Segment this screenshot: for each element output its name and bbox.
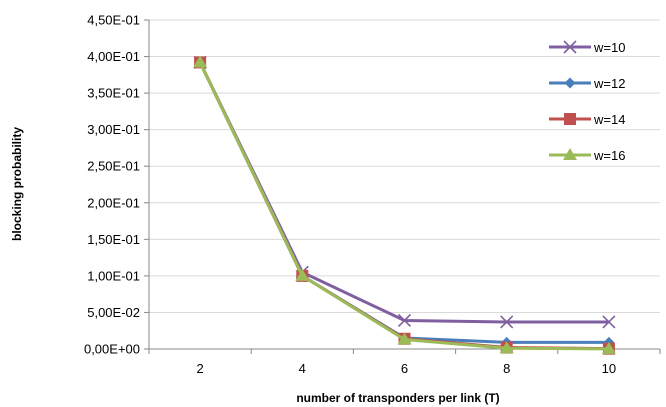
data-point (500, 315, 514, 329)
legend: w=10 w=12 w=14 w=16 (549, 40, 625, 163)
legend-item: w=16 (549, 148, 625, 163)
x-tick-label: 6 (401, 361, 408, 376)
y-tick-label: 5,00E-02 (87, 305, 140, 320)
series-w=14 (194, 56, 615, 355)
data-point (601, 341, 616, 354)
legend-label: w=16 (593, 148, 625, 163)
legend-label: w=10 (593, 40, 625, 55)
x-tick-label: 4 (299, 361, 306, 376)
data-point (499, 341, 514, 354)
y-tick-label: 3,00E-01 (87, 122, 140, 137)
x-axis-label: number of transponders per link (T) (296, 391, 499, 405)
data-point (564, 77, 576, 89)
data-point (295, 268, 310, 281)
data-point (563, 148, 577, 160)
y-axis-ticks: 0,00E+00 5,00E-02 1,00E-01 1,50E-01 2,00E-01… (84, 13, 149, 357)
series-line (198, 61, 609, 351)
series-w=10 (193, 55, 616, 329)
series-group (193, 55, 616, 355)
series-w=16 (193, 55, 616, 354)
data-point (563, 40, 577, 54)
x-tick-label: 2 (196, 361, 203, 376)
data-point (602, 315, 616, 329)
x-tick-label: 10 (602, 361, 616, 376)
grid-lines (149, 19, 660, 313)
legend-label: w=12 (593, 76, 625, 91)
y-tick-label: 1,50E-01 (87, 232, 140, 247)
legend-item: w=14 (549, 112, 625, 127)
series-line (198, 61, 609, 351)
y-tick-label: 0,00E+00 (84, 342, 140, 357)
y-tick-label: 4,50E-01 (87, 13, 140, 28)
legend-item: w=12 (549, 76, 625, 91)
y-tick-label: 2,50E-01 (87, 159, 140, 174)
axes (148, 20, 660, 350)
legend-label: w=14 (593, 112, 625, 127)
x-tick-label: 8 (503, 361, 510, 376)
y-tick-label: 2,00E-01 (87, 195, 140, 210)
data-point (193, 55, 208, 68)
y-axis-label: blocking probability (10, 127, 24, 241)
y-tick-label: 3,50E-01 (87, 86, 140, 101)
y-tick-label: 4,00E-01 (87, 49, 140, 64)
y-tick-label: 1,00E-01 (87, 268, 140, 283)
legend-item: w=10 (549, 40, 625, 55)
x-axis-ticks: 2 4 6 8 10 (148, 349, 661, 376)
data-point (397, 313, 412, 328)
data-point (397, 332, 412, 345)
data-point (564, 113, 576, 125)
